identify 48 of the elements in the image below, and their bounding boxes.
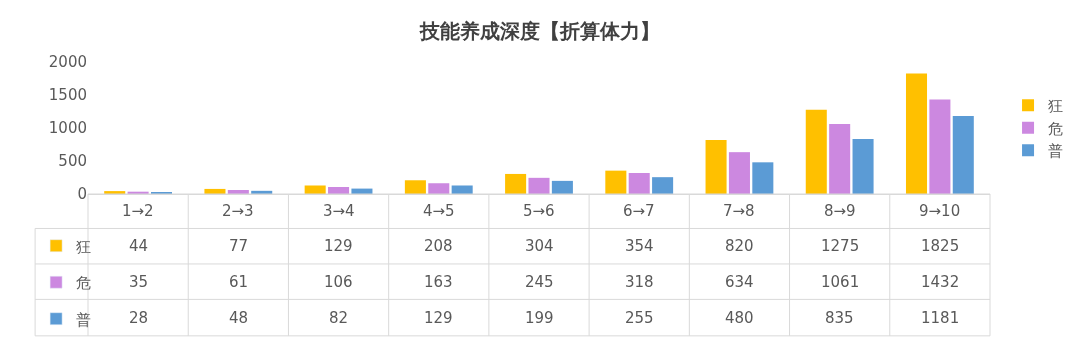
data-label: 304 (525, 237, 554, 255)
data-label: 245 (525, 273, 554, 291)
x-tick-label: 1→2 (122, 202, 154, 220)
chart-title: 技能养成深度【折算体力】 (419, 19, 660, 44)
text: 危 (1048, 119, 1064, 138)
text: 普 (76, 310, 92, 329)
x-tick-label: 6→7 (623, 202, 655, 220)
data-label: 1061 (821, 273, 860, 291)
data-label: 1432 (921, 273, 960, 291)
data-label: 634 (725, 273, 754, 291)
data-label: 28 (129, 309, 149, 327)
data-label: 61 (229, 273, 249, 291)
legend-label: 危 (76, 274, 92, 293)
data-label: 106 (324, 273, 353, 291)
data-label: 82 (329, 309, 349, 327)
data-label: 35 (129, 273, 149, 291)
data-label: 1275 (821, 237, 860, 255)
data-label: 1825 (921, 237, 960, 255)
data-label: 208 (424, 237, 453, 255)
data-label: 163 (424, 273, 453, 291)
x-tick-label: 2→3 (222, 202, 254, 220)
x-tick-label: 4→5 (423, 202, 455, 220)
x-tick-label: 3→4 (323, 202, 355, 220)
x-tick-label: 7→8 (723, 202, 755, 220)
x-tick-label: 5→6 (523, 202, 555, 220)
legend-label: 普 (1048, 142, 1064, 161)
data-label: 77 (229, 237, 249, 255)
data-label: 129 (324, 237, 353, 255)
y-tick-label: 0 (77, 185, 87, 204)
y-tick-label: 500 (58, 152, 87, 171)
data-label: 199 (525, 309, 554, 327)
x-tick-label: 8→9 (824, 202, 856, 220)
data-label: 354 (625, 237, 654, 255)
data-label: 255 (625, 309, 654, 327)
data-label: 318 (625, 273, 654, 291)
data-label: 44 (129, 237, 149, 255)
data-label: 820 (725, 237, 754, 255)
data-label: 48 (229, 309, 249, 327)
y-tick-label: 1500 (48, 86, 87, 105)
x-tick-label: 9→10 (919, 202, 961, 220)
y-tick-label: 2000 (48, 53, 87, 72)
data-label: 480 (725, 309, 754, 327)
data-label: 835 (825, 309, 854, 327)
data-label: 1181 (921, 309, 960, 327)
legend-label: 狂 (76, 237, 92, 256)
y-tick-label: 1000 (48, 119, 87, 138)
data-label: 129 (424, 309, 453, 327)
text: 狂 (1048, 97, 1064, 116)
